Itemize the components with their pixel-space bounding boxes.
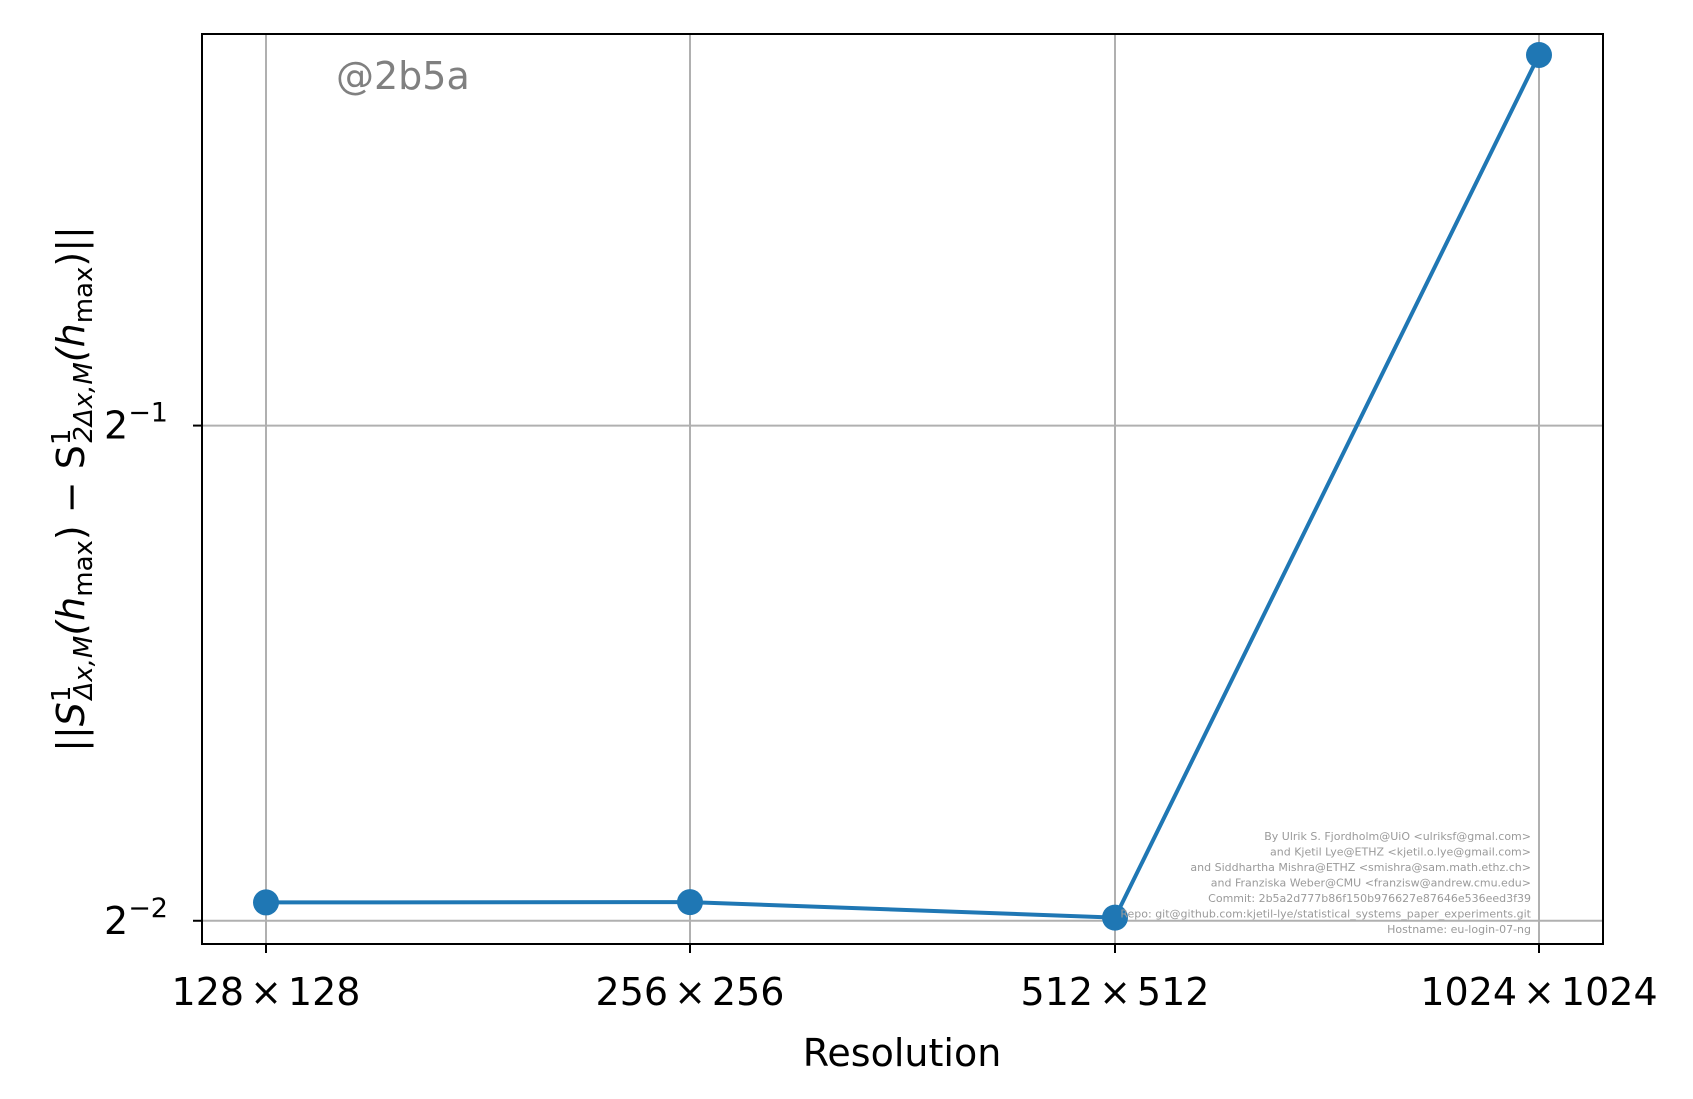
- series-line: [265, 54, 1541, 920]
- data-point: [1102, 904, 1128, 931]
- y-label-sub1: Δx,M: [69, 636, 99, 702]
- y-label-mid: ) − S: [49, 445, 93, 540]
- y-label-open1: (h: [49, 597, 93, 636]
- grid-lines: [202, 34, 1603, 944]
- x-tick-label: 512 × 512: [1021, 970, 1210, 1014]
- data-point: [253, 889, 279, 916]
- credit-line: and Siddhartha Mishra@ETHZ <smishra@sam.…: [1190, 861, 1531, 874]
- data-point: [677, 889, 703, 916]
- credit-line: Repo: git@github.com:kjetil-lye/statisti…: [1120, 908, 1531, 921]
- y-label-sup2: 1: [47, 429, 77, 446]
- watermark: @2b5a: [336, 54, 470, 98]
- credit-line: and Franziska Weber@CMU <franzisw@andrew…: [1211, 877, 1531, 890]
- tick-layer: 128 × 128 256 × 256 512 × 512 1024 × 1024 2−1 2−2: [104, 398, 1658, 1014]
- credit-line: and Kjetil Lye@ETHZ <kjetil.o.lye@gmail.…: [1270, 846, 1531, 859]
- credit-line: By Ulrik S. Fjordholm@UiO <ulriksf@gmal.…: [1264, 830, 1531, 843]
- y-label-sub2: 2Δx,M: [69, 362, 99, 442]
- series-layer: [253, 41, 1552, 931]
- credits-block: By Ulrik S. Fjordholm@UiO <ulriksf@gmal.…: [1120, 830, 1531, 936]
- y-label-prefix: ||S: [49, 702, 94, 752]
- plot-frame: [201, 33, 1604, 945]
- y-label-suffix: )||: [49, 226, 94, 266]
- y-tick-label: 2−2: [104, 893, 168, 943]
- x-axis-label: Resolution: [803, 1031, 1002, 1075]
- y-label-sup1: 1: [47, 686, 77, 703]
- credit-line: Hostname: eu-login-07-ng: [1387, 923, 1531, 936]
- data-point: [1526, 41, 1552, 68]
- y-label-hsub2: max: [69, 267, 99, 324]
- x-tick-label: 128 × 128: [172, 970, 361, 1014]
- credit-line: Commit: 2b5a2d777b86f150b976627e87646e53…: [1208, 892, 1531, 905]
- y-axis-label: ||S1Δx,M(hmax) − S12Δx,M(hmax)||: [47, 226, 99, 752]
- x-tick-label: 1024 × 1024: [1420, 970, 1657, 1014]
- y-label-open2: (h: [49, 323, 93, 362]
- y-tick-label: 2−1: [104, 398, 168, 448]
- x-tick-label: 256 × 256: [596, 970, 785, 1014]
- y-label-hsub1: max: [69, 540, 99, 597]
